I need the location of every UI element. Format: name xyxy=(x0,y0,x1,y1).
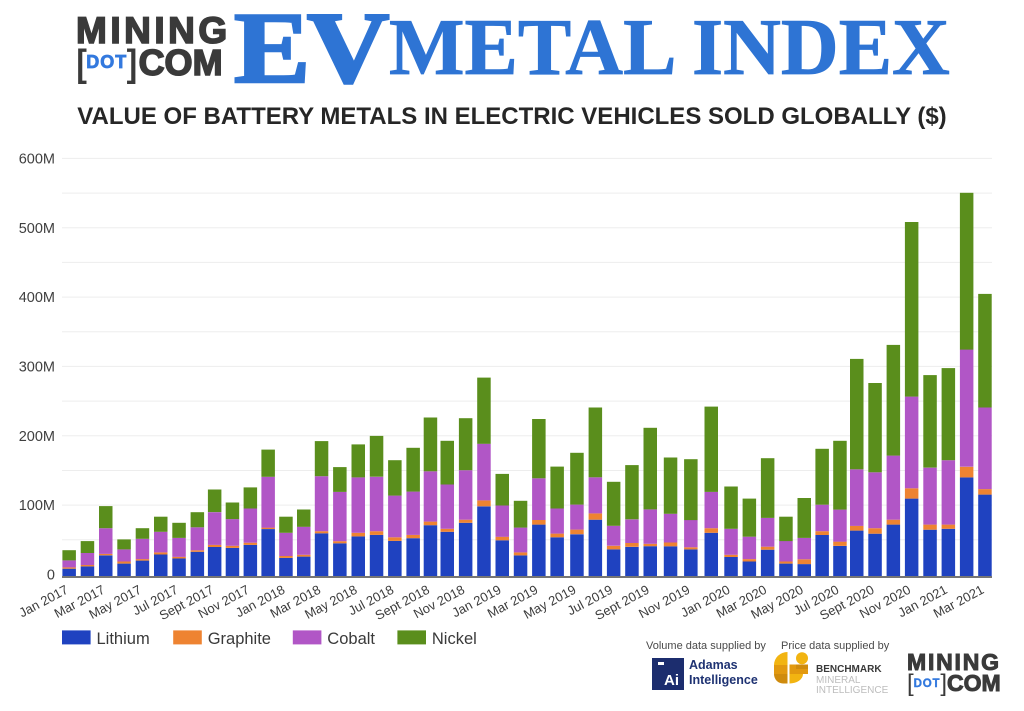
svg-text:0: 0 xyxy=(47,568,55,584)
svg-text:600M: 600M xyxy=(19,152,55,168)
svg-text:Cobalt: Cobalt xyxy=(327,630,375,648)
svg-text:300M: 300M xyxy=(19,360,55,376)
svg-text:Nickel: Nickel xyxy=(432,630,477,648)
svg-text:Lithium: Lithium xyxy=(97,630,150,648)
svg-text:100M: 100M xyxy=(19,498,55,514)
svg-text:400M: 400M xyxy=(19,290,55,306)
svg-text:Graphite: Graphite xyxy=(208,630,271,648)
svg-text:200M: 200M xyxy=(19,429,55,445)
svg-text:500M: 500M xyxy=(19,221,55,237)
